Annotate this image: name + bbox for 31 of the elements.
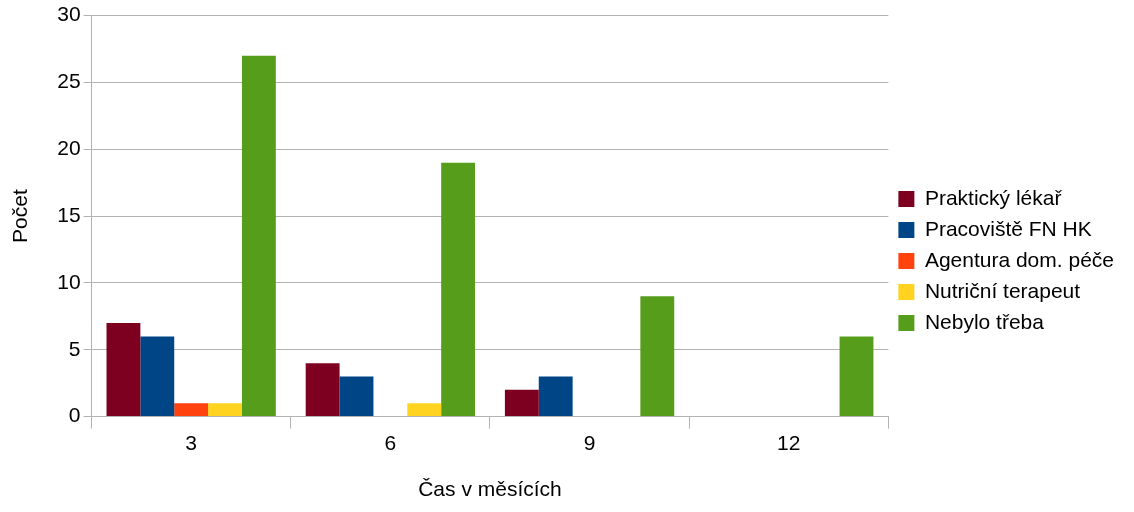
x-tick-label: 12 [777,431,801,454]
x-tick-label: 3 [185,431,197,454]
bar [839,336,874,417]
x-tick-label: 9 [583,431,596,454]
bar [174,403,209,417]
bar [504,389,539,417]
legend-label: Praktický lékař [924,185,1063,209]
bar [640,296,675,417]
y-tick-label: 10 [57,269,81,293]
x-tick-label: 6 [384,431,397,454]
y-tick-label: 20 [57,136,81,160]
bar [140,336,175,417]
y-tick-label: 30 [57,2,81,26]
legend-label: Nutriční terapeut [924,278,1081,302]
bar [208,403,242,417]
legend-label: Nebylo třeba [924,309,1045,333]
bar [538,376,573,417]
x-axis-title: Čas v měsících [418,477,562,501]
bar [407,403,442,417]
bar [339,376,374,417]
bar [241,55,276,417]
legend-label: Agentura dom. péče [924,247,1114,271]
bar [106,323,141,417]
y-axis-title: Počet [8,189,32,243]
bar [441,162,476,417]
legend-label: Pracoviště FN HK [924,216,1092,240]
y-tick-label: 25 [57,69,81,93]
bar [305,363,340,417]
y-tick-label: 15 [57,202,81,226]
y-tick-label: 5 [68,336,81,360]
y-tick-label: 0 [68,403,81,427]
